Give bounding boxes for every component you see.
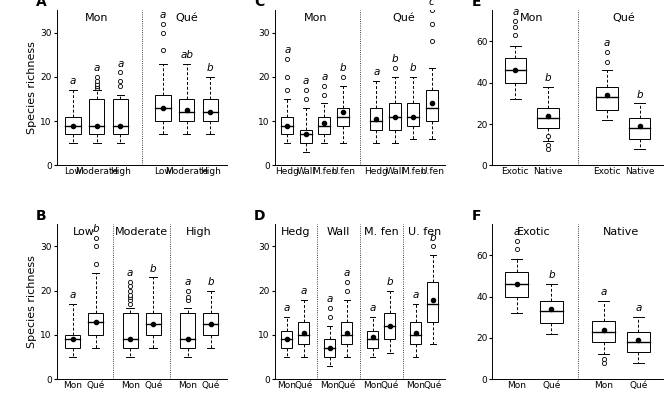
Bar [505, 272, 528, 297]
Text: a: a [370, 303, 376, 313]
Text: Mon: Mon [520, 13, 543, 23]
Text: C: C [254, 0, 264, 9]
Text: a: a [326, 295, 333, 305]
Bar [505, 58, 526, 83]
Text: a: a [127, 268, 133, 278]
Text: Qué: Qué [175, 13, 198, 23]
Text: b: b [545, 73, 551, 83]
Text: a: a [283, 303, 290, 313]
Text: High: High [186, 227, 212, 237]
Text: a: a [601, 287, 607, 297]
Y-axis label: Species richness: Species richness [27, 255, 37, 348]
Text: Exotic: Exotic [517, 227, 551, 237]
Text: a: a [69, 290, 76, 300]
Bar [540, 301, 563, 323]
Bar [318, 117, 330, 134]
Text: Mon: Mon [85, 13, 109, 23]
Text: b: b [150, 264, 157, 274]
Text: a: a [512, 7, 519, 17]
Bar [88, 313, 103, 335]
Text: a: a [604, 38, 610, 48]
Text: a: a [284, 45, 290, 55]
Text: Mon: Mon [304, 13, 327, 23]
Text: F: F [472, 209, 482, 223]
Bar [300, 130, 312, 143]
Text: Hedg: Hedg [280, 227, 310, 237]
Text: Wall: Wall [326, 227, 350, 237]
Text: a: a [70, 76, 77, 86]
Text: M. fen: M. fen [364, 227, 398, 237]
Text: a: a [513, 227, 520, 237]
Text: a: a [321, 72, 328, 82]
Text: b: b [386, 277, 393, 287]
Text: E: E [472, 0, 482, 9]
Text: A: A [36, 0, 47, 9]
Text: a: a [184, 277, 191, 287]
Bar [282, 117, 294, 134]
Text: a: a [117, 59, 124, 69]
Bar [113, 99, 128, 134]
Text: ab: ab [180, 50, 193, 60]
Bar [337, 108, 349, 126]
Bar [592, 321, 615, 342]
Bar [427, 282, 438, 322]
Bar [180, 313, 195, 348]
Text: a: a [344, 268, 350, 278]
Text: a: a [94, 63, 100, 73]
Bar [65, 117, 81, 134]
Y-axis label: Species richness: Species richness [27, 41, 37, 134]
Bar [537, 108, 559, 128]
Bar [123, 313, 138, 348]
Text: Qué: Qué [612, 13, 635, 23]
Bar [629, 118, 651, 139]
Bar [408, 103, 420, 126]
Text: b: b [207, 277, 214, 287]
Text: b: b [207, 63, 214, 73]
Text: b: b [637, 90, 643, 100]
Text: a: a [303, 76, 309, 86]
Text: Qué: Qué [393, 13, 416, 23]
Text: a: a [373, 67, 380, 78]
Text: a: a [300, 286, 307, 296]
Bar [389, 103, 401, 130]
Bar [89, 99, 105, 134]
Bar [596, 87, 617, 110]
Bar [65, 335, 80, 348]
Bar [324, 339, 335, 357]
Text: a: a [635, 303, 641, 313]
Bar [155, 95, 170, 121]
Text: a: a [160, 10, 166, 20]
Text: B: B [36, 209, 47, 223]
Text: Low: Low [73, 227, 95, 237]
Bar [146, 313, 161, 335]
Text: Moderate: Moderate [115, 227, 168, 237]
Bar [203, 313, 218, 335]
Bar [426, 90, 438, 121]
Text: b: b [430, 233, 436, 243]
Bar [627, 332, 649, 352]
Bar [410, 322, 421, 344]
Bar [202, 99, 218, 121]
Text: c: c [429, 0, 435, 7]
Text: U. fen: U. fen [408, 227, 441, 237]
Text: b: b [392, 54, 398, 64]
Text: b: b [340, 63, 346, 73]
Text: a: a [412, 290, 419, 300]
Text: b: b [548, 270, 555, 280]
Bar [341, 322, 352, 344]
Bar [384, 313, 396, 339]
Text: Native: Native [603, 227, 639, 237]
Text: b: b [410, 63, 417, 73]
Bar [370, 108, 382, 130]
Bar [298, 322, 309, 344]
Bar [281, 331, 292, 348]
Text: D: D [254, 209, 266, 223]
Bar [179, 99, 194, 121]
Text: b: b [93, 224, 99, 234]
Bar [367, 331, 378, 348]
